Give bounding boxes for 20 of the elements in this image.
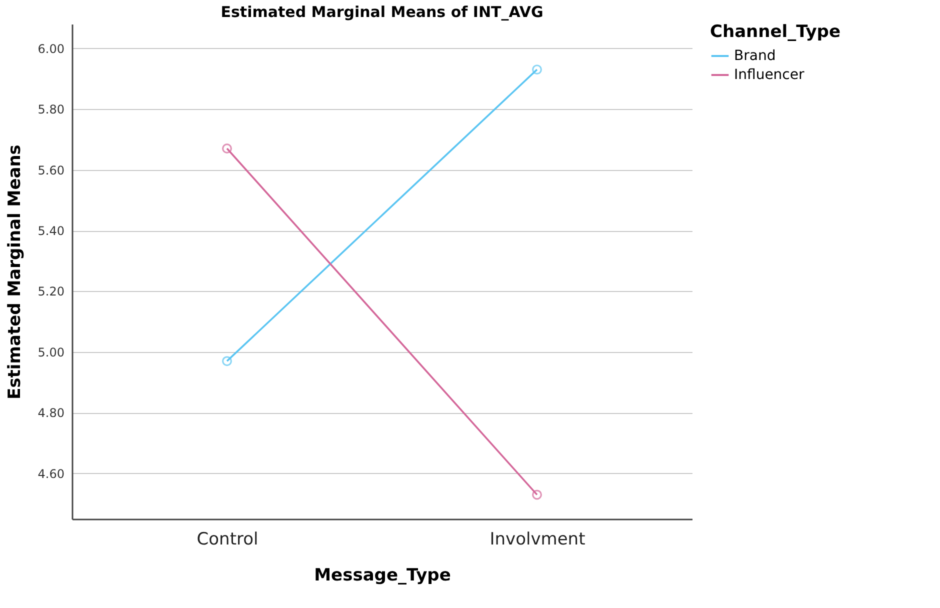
y-tick-label: 5.00 [38,345,64,360]
point [222,144,232,154]
y-axis-title: Estimated Marginal Means [4,144,25,400]
x-tick-label: Control [196,530,258,550]
y-tick-label: 5.40 [38,224,64,238]
y-tick-label: 5.20 [38,284,64,299]
point [532,64,542,75]
x-tick-label: Involvment [490,530,586,550]
x-axis-title: Message_Type [314,566,451,586]
y-tick-label: 5.80 [38,102,64,117]
y-tick-label: 4.80 [38,406,64,420]
legend-label: Brand [734,48,776,64]
point [532,490,542,500]
chart-title: Estimated Marginal Means of INT_AVG [220,3,544,21]
legend-label: Influencer [734,67,804,83]
y-tick-label: 4.60 [38,466,64,481]
legend-title: Channel_Type [710,22,840,42]
y-tick-label: 5.60 [38,163,64,178]
point [222,356,232,366]
y-tick-label: 6.00 [38,42,64,56]
